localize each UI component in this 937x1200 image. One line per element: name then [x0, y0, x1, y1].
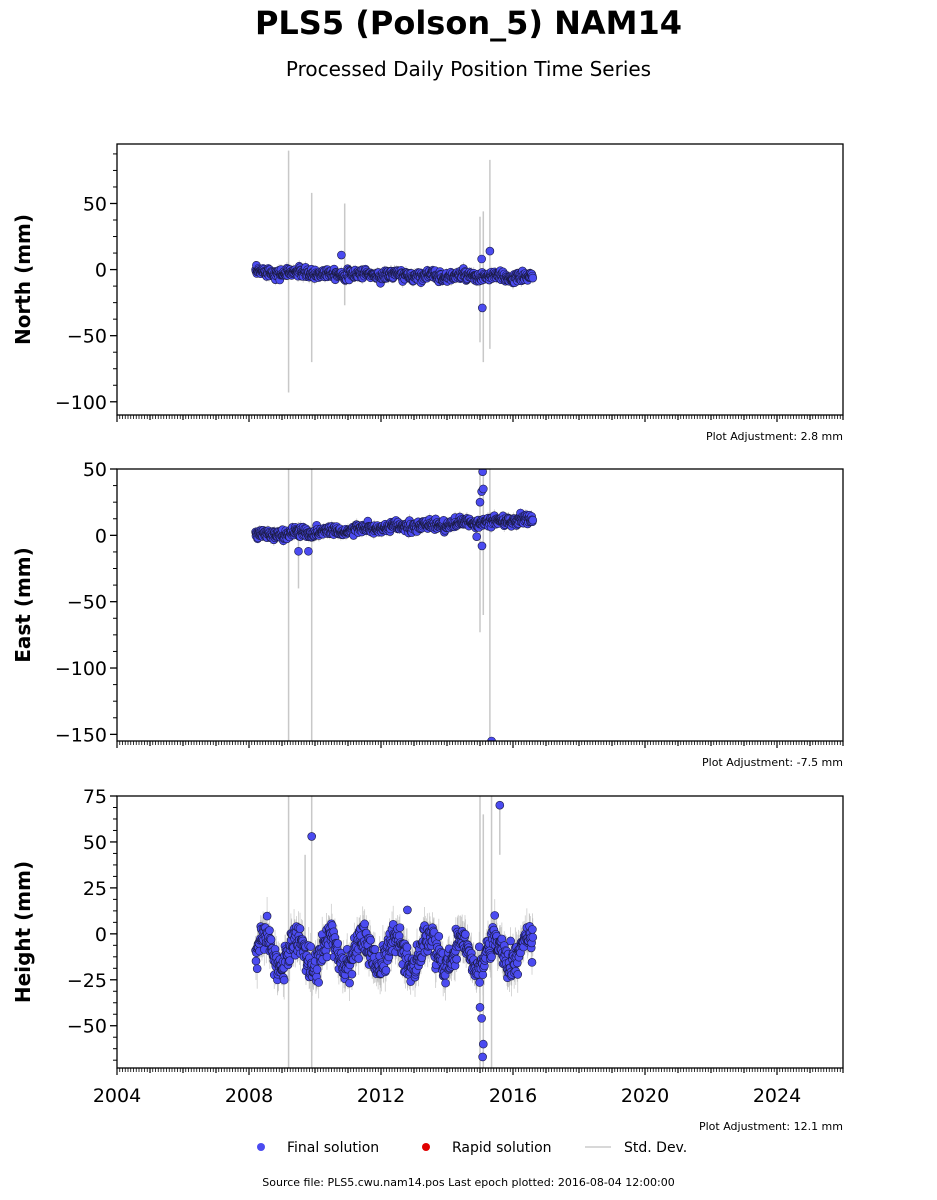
final-point-outlier: [403, 905, 412, 915]
chart-title: PLS5 (Polson_5) NAM14: [254, 4, 683, 42]
final-point: [370, 945, 380, 954]
final-point-outlier: [478, 303, 487, 313]
final-point: [528, 932, 538, 942]
final-point: [434, 932, 444, 941]
final-point: [252, 964, 262, 973]
y-axis-label: North (mm): [11, 214, 35, 345]
final-point: [322, 952, 332, 962]
final-point: [506, 936, 515, 946]
final-point-outlier: [304, 546, 313, 556]
final-point-outlier: [478, 1052, 487, 1062]
final-point-outlier: [475, 1003, 485, 1012]
plot-area: [251, 150, 538, 393]
final-point-outlier: [478, 484, 488, 494]
final-point: [345, 978, 354, 988]
y-tick-label: −50: [67, 1016, 107, 1038]
final-point: [266, 935, 276, 944]
final-point-outlier: [294, 546, 303, 556]
plot-area: [251, 469, 538, 741]
final-point: [402, 942, 412, 952]
final-point-outlier: [477, 541, 487, 551]
final-point: [262, 911, 272, 921]
final-point-outlier: [478, 1039, 488, 1049]
y-tick-label: 0: [95, 260, 107, 282]
final-point: [347, 969, 357, 979]
final-point: [265, 926, 274, 935]
final-point: [527, 958, 537, 967]
y-tick-label: 25: [83, 878, 107, 900]
final-solution-series: [251, 469, 538, 741]
final-point-outlier: [337, 250, 346, 260]
final-point: [528, 273, 538, 283]
final-point: [285, 956, 295, 965]
y-tick-label: 50: [83, 193, 107, 215]
final-solution-series: [251, 246, 538, 313]
final-point: [314, 978, 323, 987]
final-point-outlier: [477, 1014, 486, 1023]
final-point: [295, 924, 305, 933]
final-point: [441, 978, 450, 988]
plot-area: [251, 796, 538, 1068]
final-point-outlier: [475, 497, 485, 507]
final-point: [354, 954, 364, 963]
final-point: [251, 956, 261, 966]
final-point: [395, 923, 405, 932]
final-point-outlier: [487, 736, 496, 741]
y-tick-label: −50: [67, 592, 107, 614]
final-point: [461, 930, 470, 939]
final-point: [475, 978, 484, 987]
final-point-outlier: [477, 254, 486, 264]
final-solution-series: [251, 800, 538, 1062]
final-point: [528, 515, 538, 525]
final-point: [490, 911, 500, 920]
chart-subtitle: Processed Daily Position Time Series: [285, 57, 652, 81]
panel-0: 50 0 −50 −100 North (mm) Plot Adjustment: 2.8…: [11, 143, 844, 443]
y-tick-label: −25: [67, 970, 107, 992]
final-point: [333, 939, 342, 948]
final-point: [487, 952, 496, 962]
final-point: [452, 954, 461, 964]
final-point: [528, 925, 537, 934]
y-tick-label: 50: [83, 832, 107, 854]
y-tick-label: 0: [95, 525, 107, 547]
y-axis-label: East (mm): [11, 547, 35, 663]
y-tick-label: 75: [83, 786, 107, 808]
final-point: [366, 935, 375, 945]
final-point: [381, 966, 391, 975]
final-point: [279, 975, 289, 985]
final-point-outlier: [485, 246, 495, 256]
y-tick-label: 0: [95, 924, 107, 946]
panel-1: 50 0 −50 −100 −150 East (mm) Plot Adjustment: …: [11, 459, 844, 769]
final-point: [312, 965, 322, 974]
plot-adjustment-note: Plot Adjustment: -7.5 mm: [702, 756, 843, 769]
final-point-outlier: [495, 800, 505, 810]
final-point-outlier: [478, 469, 487, 476]
y-tick-label: −50: [67, 326, 107, 348]
y-tick-label: −100: [55, 392, 107, 414]
y-tick-label: 50: [83, 459, 107, 481]
final-point: [360, 919, 369, 929]
y-tick-label: −100: [55, 658, 107, 680]
final-point: [306, 942, 316, 951]
final-point-outlier: [472, 532, 482, 541]
plot-adjustment-note: Plot Adjustment: 2.8 mm: [706, 430, 843, 443]
final-point-outlier: [307, 832, 317, 841]
final-point: [513, 970, 523, 979]
y-tick-label: −150: [55, 724, 107, 746]
